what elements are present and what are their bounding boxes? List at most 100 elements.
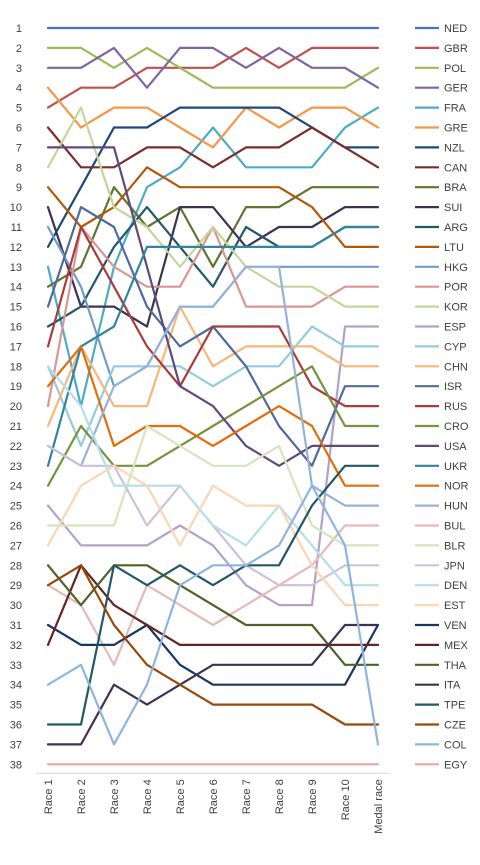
legend-label: RUS — [444, 401, 467, 413]
y-tick-label: 36 — [10, 720, 22, 732]
legend-label: POL — [444, 63, 466, 75]
y-tick-label: 2 — [16, 43, 22, 55]
y-tick-label: 10 — [10, 202, 22, 214]
legend-label: BLR — [444, 540, 465, 552]
series-line-ita — [46, 623, 380, 746]
x-tick-label: Race 3 — [109, 779, 121, 814]
series-line-col — [46, 484, 380, 746]
series-line-mex — [46, 564, 380, 647]
series-line-ukr — [46, 225, 380, 467]
y-tick-label: 19 — [10, 381, 22, 393]
y-tick-label: 25 — [10, 501, 22, 513]
series-line-blr — [46, 424, 380, 547]
series-line-gre — [46, 86, 380, 149]
series-line-chn — [46, 305, 380, 428]
legend-label: BUL — [444, 521, 465, 533]
y-tick-label: 26 — [10, 521, 22, 533]
y-tick-label: 31 — [10, 620, 22, 632]
series-lines — [46, 26, 380, 766]
y-tick-label: 16 — [10, 322, 22, 334]
legend-label: LTU — [444, 242, 464, 254]
legend-label: ARG — [444, 222, 468, 234]
x-tick-label: Race 7 — [241, 779, 253, 814]
y-tick-label: 9 — [16, 182, 22, 194]
x-tick-label: Race 10 — [340, 779, 352, 820]
legend-label: CYP — [444, 341, 467, 353]
legend-label: ISR — [444, 381, 462, 393]
x-tick-label: Race 1 — [43, 779, 55, 814]
y-tick-label: 20 — [10, 401, 22, 413]
series-line-cyp — [46, 325, 380, 447]
legend-label: NED — [444, 23, 467, 35]
series-line-can — [46, 126, 380, 169]
x-tick-label: Race 5 — [175, 779, 187, 814]
legend-label: EST — [444, 600, 466, 612]
y-tick-label: 12 — [10, 242, 22, 254]
legend-label: USA — [444, 441, 467, 453]
x-tick-label: Race 2 — [76, 779, 88, 814]
x-tick-label: Medal race — [373, 779, 385, 833]
legend-label: COL — [444, 739, 467, 751]
y-tick-label: 28 — [10, 560, 22, 572]
y-tick-label: 18 — [10, 361, 22, 373]
legend-label: CRO — [444, 421, 469, 433]
x-tick-label: Race 8 — [274, 779, 286, 814]
series-line-est — [46, 464, 380, 607]
series-line-pol — [46, 46, 380, 89]
x-axis: Race 1 Race 2 Race 3 Race 4 Race 5 Race 6 Race… — [36, 772, 390, 834]
y-tick-label: 13 — [10, 262, 22, 274]
legend-label: THA — [444, 660, 467, 672]
legend-label: GER — [444, 83, 468, 95]
series-line-por — [46, 225, 380, 408]
legend-label: CZE — [444, 720, 466, 732]
series-line-rus — [46, 225, 380, 408]
y-tick-label: 30 — [10, 600, 22, 612]
series-line-gbr — [46, 46, 380, 109]
legend-label: ESP — [444, 322, 466, 334]
legend-label: HKG — [444, 262, 468, 274]
legend-label: GRE — [444, 123, 468, 135]
legend-label: CHN — [444, 361, 468, 373]
y-tick-label: 33 — [10, 660, 22, 672]
y-tick-label: 4 — [16, 83, 22, 95]
legend-label: DEN — [444, 580, 467, 592]
legend-label: FRA — [444, 103, 467, 115]
y-tick-label: 38 — [10, 759, 22, 771]
legend-label: HUN — [444, 501, 468, 513]
y-tick-label: 34 — [10, 680, 22, 692]
x-tick-label: Race 6 — [208, 779, 220, 814]
series-line-ven — [46, 623, 380, 686]
y-tick-label: 22 — [10, 441, 22, 453]
legend-label: BRA — [444, 182, 467, 194]
y-tick-label: 15 — [10, 302, 22, 314]
legend-label: POR — [444, 282, 468, 294]
y-tick-label: 35 — [10, 700, 22, 712]
y-tick-label: 3 — [16, 63, 22, 75]
y-tick-label: 23 — [10, 461, 22, 473]
series-line-ltu — [46, 166, 380, 248]
legend-label: VEN — [444, 620, 467, 632]
y-tick-label: 8 — [16, 162, 22, 174]
y-axis-tick-labels: 1234567891011121314151617181920212223242… — [10, 23, 22, 771]
series-line-tpe — [46, 464, 380, 726]
legend-label: ITA — [444, 680, 461, 692]
legend-label: EGY — [444, 759, 468, 771]
y-tick-label: 5 — [16, 103, 22, 115]
legend-label: JPN — [444, 560, 465, 572]
legend-label: SUI — [444, 202, 462, 214]
legend: NED GBR POL GER FRA GRE NZL CAN BRA SUI ARG LTU HKG P… — [415, 23, 469, 771]
y-tick-label: 11 — [11, 222, 22, 234]
x-tick-label: Race 4 — [142, 779, 154, 814]
legend-label: CAN — [444, 162, 467, 174]
legend-label: KOR — [444, 302, 468, 314]
y-tick-label: 37 — [10, 739, 22, 751]
series-line-esp — [46, 325, 380, 607]
y-tick-label: 14 — [10, 282, 22, 294]
legend-label: MEX — [444, 640, 469, 652]
legend-label: TPE — [444, 700, 465, 712]
y-tick-label: 32 — [10, 640, 22, 652]
y-tick-label: 17 — [10, 341, 22, 353]
legend-label: NZL — [444, 142, 465, 154]
legend-label: NOR — [444, 481, 469, 493]
y-tick-label: 1 — [16, 23, 22, 35]
